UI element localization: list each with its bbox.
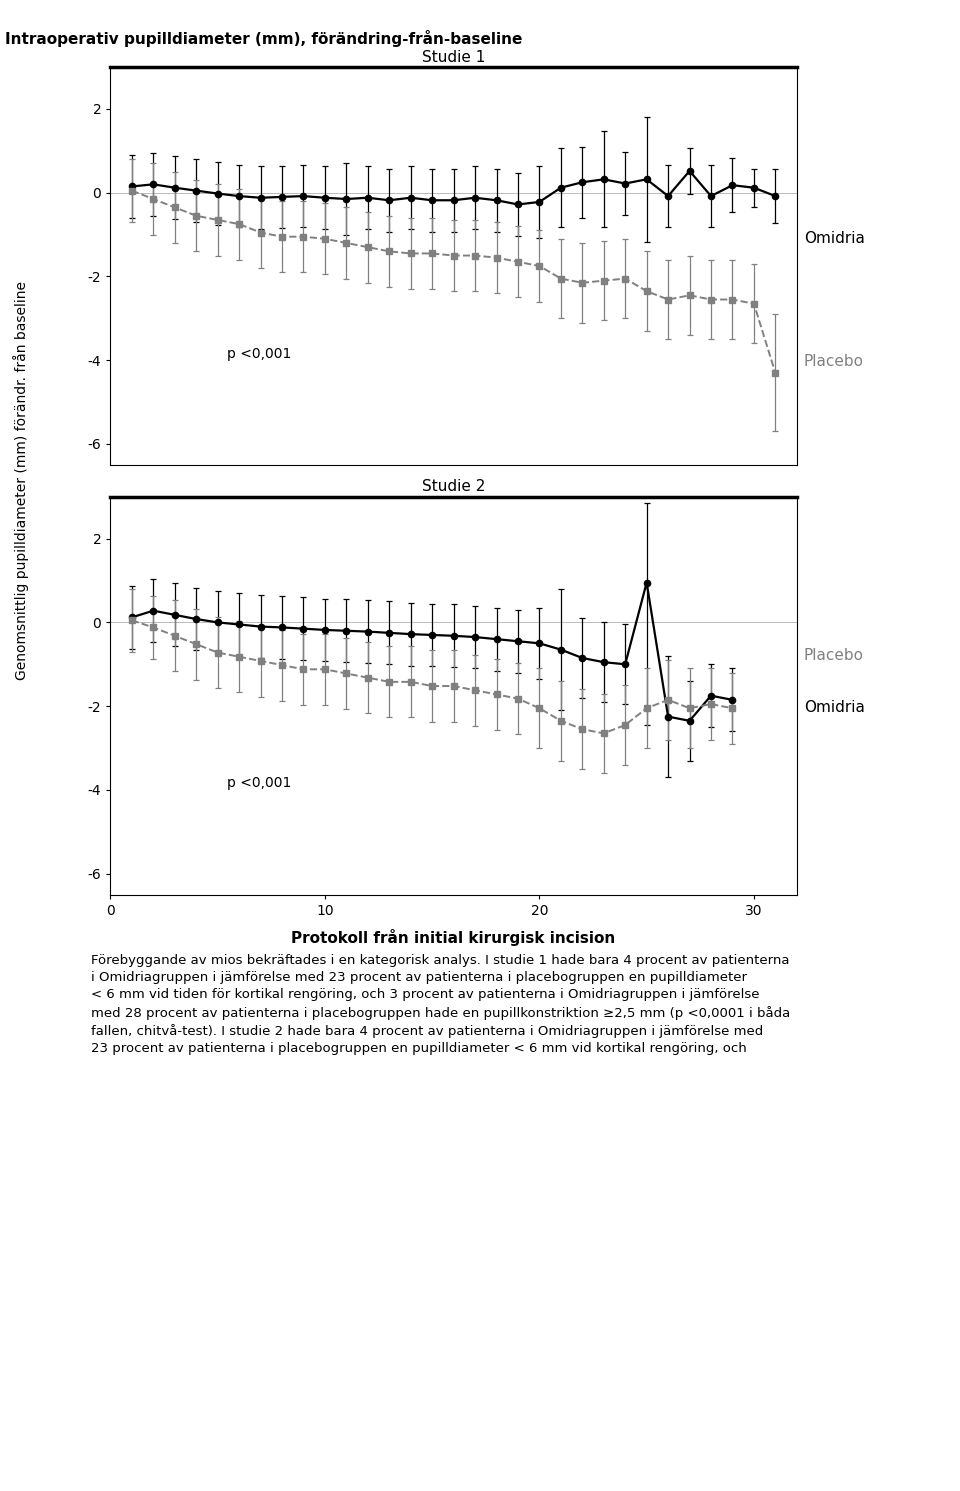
Text: Placebo: Placebo bbox=[804, 353, 864, 368]
Text: Förebyggande av mios bekräftades i en kategorisk analys. I studie 1 hade bara 4 : Förebyggande av mios bekräftades i en ka… bbox=[91, 954, 790, 1056]
X-axis label: Protokoll från initial kirurgisk incision: Protokoll från initial kirurgisk incisio… bbox=[292, 929, 615, 945]
Text: Genomsnittlig pupilldiameter (mm) förändr. från baseline: Genomsnittlig pupilldiameter (mm) föränd… bbox=[13, 282, 29, 680]
Text: Placebo: Placebo bbox=[804, 649, 864, 663]
Text: Omidria: Omidria bbox=[804, 231, 865, 246]
Text: Omidria: Omidria bbox=[804, 701, 865, 716]
Title: Studie 1: Studie 1 bbox=[421, 49, 486, 64]
Text: p <0,001: p <0,001 bbox=[228, 777, 292, 790]
Text: Intraoperativ pupilldiameter (mm), förändring-från-baseline: Intraoperativ pupilldiameter (mm), förän… bbox=[5, 30, 522, 46]
Title: Studie 2: Studie 2 bbox=[421, 479, 486, 494]
Text: p <0,001: p <0,001 bbox=[228, 346, 292, 361]
